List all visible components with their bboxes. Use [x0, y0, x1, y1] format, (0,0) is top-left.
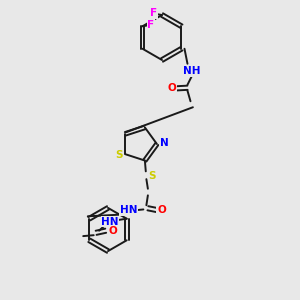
Text: O: O — [157, 205, 166, 215]
Text: O: O — [109, 226, 118, 236]
Text: S: S — [115, 150, 123, 160]
Text: F: F — [150, 8, 157, 19]
Text: O: O — [167, 83, 176, 93]
Text: NH: NH — [183, 66, 201, 76]
Text: HN: HN — [120, 205, 137, 215]
Text: S: S — [148, 170, 155, 181]
Text: HN: HN — [101, 217, 119, 227]
Text: F: F — [147, 20, 155, 30]
Text: N: N — [160, 138, 169, 148]
